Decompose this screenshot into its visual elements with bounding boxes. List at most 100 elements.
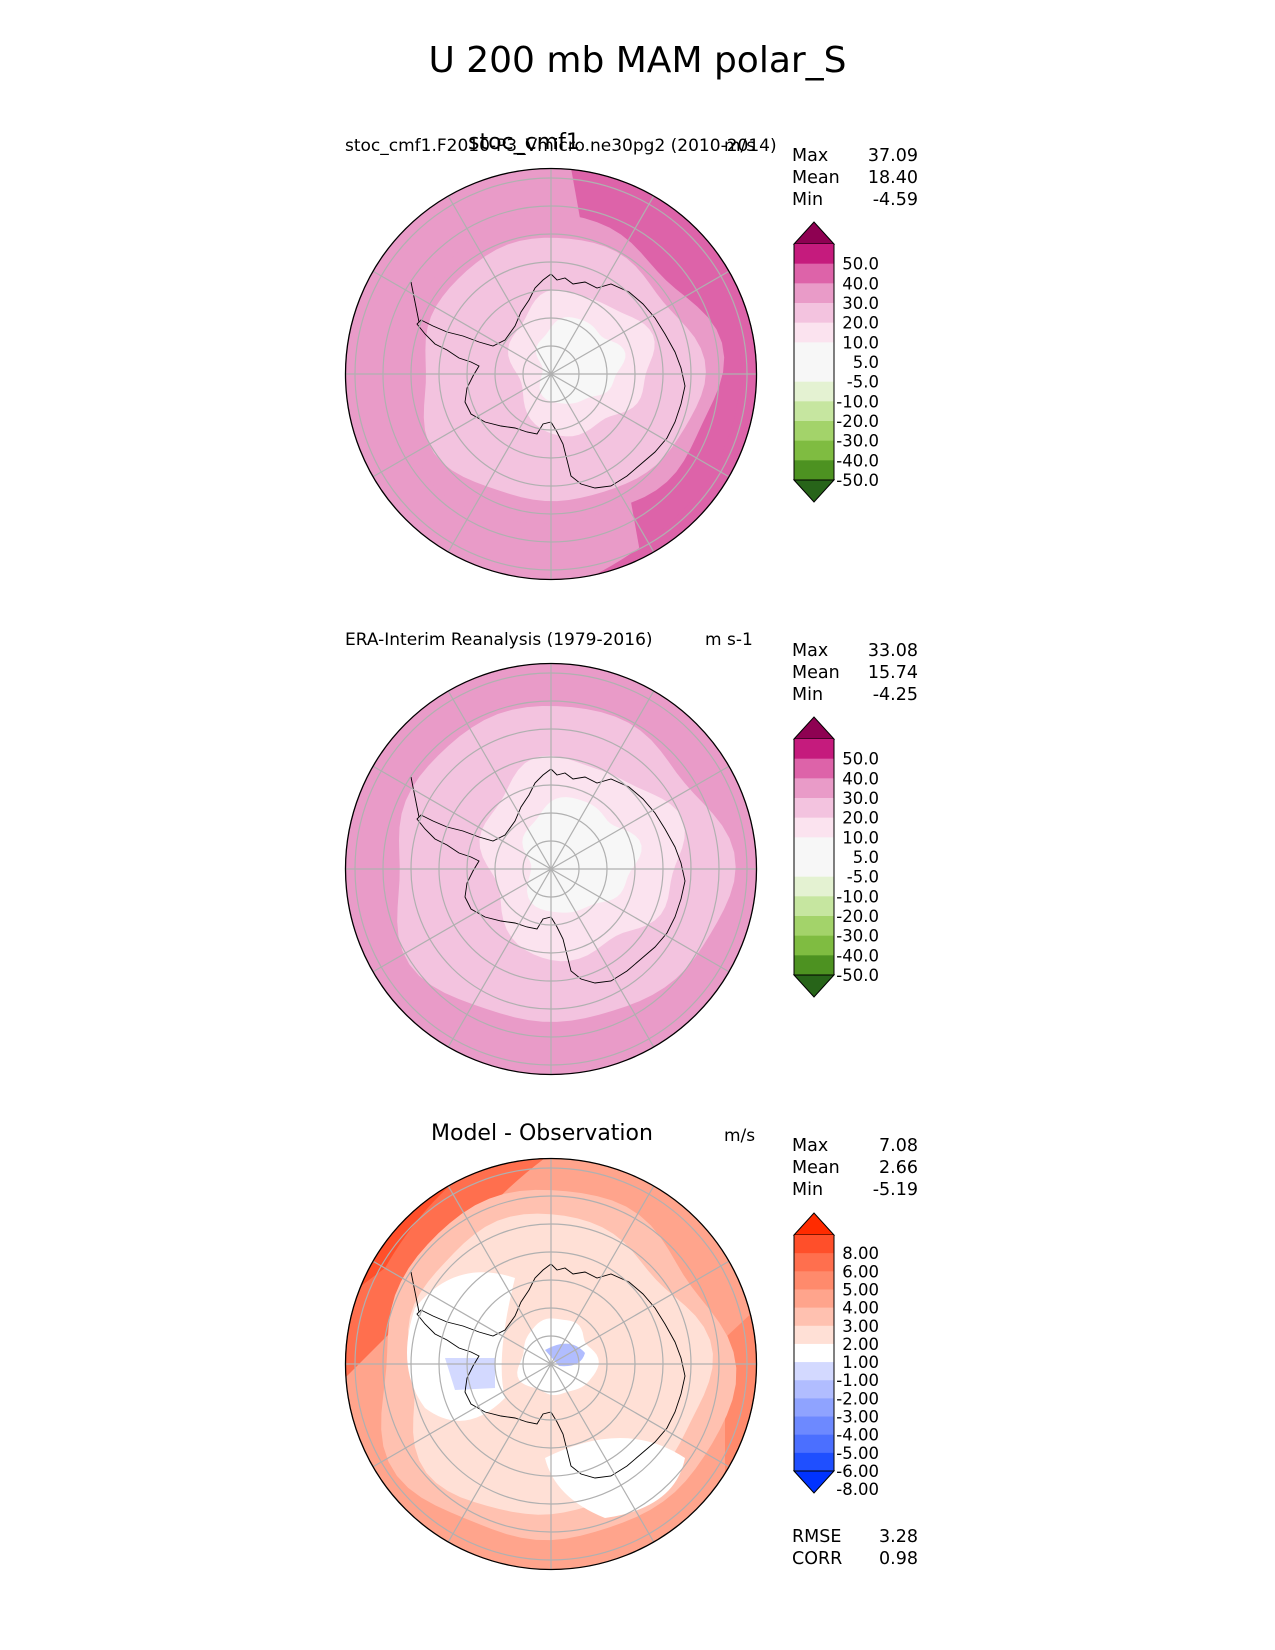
diff-neg-patch-west [445, 1358, 495, 1390]
panel-1-stat-mean: 18.40 [867, 168, 918, 188]
panel-3-stat-max: 7.08 [879, 1136, 918, 1156]
colorbar-frame [793, 244, 835, 480]
meridian-line-6 [372, 270, 730, 478]
colorbar-segment-8 [794, 381, 834, 402]
panel-2-polar-map [344, 662, 758, 1076]
colorbar-segment-9 [794, 401, 834, 422]
panel-2-stat-min: -4.25 [872, 685, 918, 705]
panel-3-stat-label-min: Min [792, 1180, 824, 1200]
panel-2-colorbar: 50.040.030.020.010.05.0-5.0-10.0-20.0-30… [792, 716, 879, 998]
panel-1-units: m/s [724, 136, 756, 156]
colorbar-segment-13 [794, 1452, 834, 1472]
colorbar-extend-bottom [792, 479, 836, 503]
colorbar-tick-label: -40.0 [836, 946, 879, 965]
figure-title: U 200 mb MAM polar_S [428, 40, 847, 81]
colorbar-segment-11 [794, 935, 834, 956]
colorbar-tick-label: 5.00 [842, 1280, 879, 1299]
panel-2-stat-mean: 15.74 [867, 663, 918, 683]
map-field [345, 1158, 757, 1570]
panel-1-stat-label-min: Min [792, 190, 824, 210]
peninsula-coastline [410, 281, 420, 323]
peninsula-coastline [410, 1271, 420, 1313]
panel-3-colorbar: 8.006.005.004.003.002.001.00-1.00-2.00-3… [792, 1212, 879, 1499]
colorbar-segment-4 [794, 303, 834, 324]
colorbar-segment-5 [794, 322, 834, 343]
colorbar-tick-label: 5.0 [853, 848, 879, 867]
meridian-line-6 [372, 765, 730, 973]
panel-2-left-label: ERA-Interim Reanalysis (1979-2016) [345, 630, 653, 650]
panel-3-stat-min: -5.19 [872, 1180, 918, 1200]
panel-3-corr-label: CORR [792, 1549, 843, 1569]
panel-3-rmse-value: 3.28 [879, 1527, 918, 1547]
band-neg5-5 [522, 797, 642, 913]
colorbar-segment-10 [794, 1398, 834, 1418]
panel-2-units: m s-1 [705, 630, 753, 650]
colorbar-tick-label: -5.0 [847, 868, 879, 887]
colorbar-tick-label: -50.0 [836, 471, 879, 490]
meridian-line-6 [372, 1260, 730, 1468]
panel-3-stat-label-max: Max [792, 1136, 829, 1156]
colorbar-segment-4 [794, 1289, 834, 1309]
panel-3-rmse-label: RMSE [792, 1527, 842, 1547]
colorbar-tick-label: -3.00 [836, 1408, 879, 1427]
colorbar-tick-label: -6.00 [836, 1462, 879, 1481]
colorbar-tick-label: 5.0 [853, 353, 879, 372]
map-boundary [344, 1157, 758, 1571]
colorbar-tick-label: 30.0 [842, 789, 879, 808]
colorbar-segment-5 [794, 817, 834, 838]
colorbar-segment-4 [794, 798, 834, 819]
map-boundary [344, 167, 758, 581]
colorbar-segment-6 [794, 837, 834, 858]
colorbar-extend-top [792, 221, 836, 245]
panel-3-stat-label-mean: Mean [792, 1158, 840, 1178]
colorbar-extend-bottom [792, 974, 836, 998]
colorbar-tick-label: -30.0 [836, 927, 879, 946]
panel-3-corr-value: 0.98 [879, 1549, 918, 1569]
colorbar-tick-label: 40.0 [842, 769, 879, 788]
panel-1-stat-label-max: Max [792, 146, 829, 166]
map-field [345, 663, 757, 1075]
colorbar-tick-label: -40.0 [836, 451, 879, 470]
map-field [345, 168, 757, 580]
colorbar-segment-7 [794, 362, 834, 383]
panel-1-stat-max: 37.09 [867, 146, 918, 166]
colorbar-tick-label: 10.0 [842, 333, 879, 352]
panel-1-polar-map [344, 167, 758, 581]
colorbar-tick-label: -5.0 [847, 373, 879, 392]
panel-2-stat-label-min: Min [792, 685, 824, 705]
colorbar-frame [793, 739, 835, 975]
colorbar-segment-12 [794, 460, 834, 481]
colorbar-tick-label: 40.0 [842, 274, 879, 293]
colorbar-segment-2 [794, 1253, 834, 1272]
colorbar-tick-label: -4.00 [836, 1426, 879, 1445]
colorbar-segment-3 [794, 283, 834, 304]
colorbar-extend-top [792, 1212, 836, 1236]
colorbar-segment-1 [794, 244, 834, 265]
colorbar-segment-9 [794, 1380, 834, 1399]
colorbar-segment-11 [794, 1416, 834, 1436]
panel-3-title: Model - Observation [431, 1121, 653, 1146]
colorbar-segment-8 [794, 876, 834, 897]
colorbar-segment-7 [794, 1343, 834, 1363]
colorbar-segment-6 [794, 342, 834, 363]
colorbar-tick-label: 30.0 [842, 294, 879, 313]
colorbar-tick-label: -10.0 [836, 392, 879, 411]
panel-1-left-label: stoc_cmf1.F2010-P3_Vmicro.ne30pg2 (2010-… [345, 136, 777, 156]
colorbar-tick-label: 50.0 [842, 750, 879, 769]
colorbar-tick-label: -30.0 [836, 432, 879, 451]
colorbar-segment-1 [794, 1235, 834, 1254]
colorbar-segment-1 [794, 739, 834, 760]
panel-1-title: stoc_cmf1 [468, 130, 580, 155]
panel-3-stat-mean: 2.66 [879, 1158, 918, 1178]
colorbar-segment-3 [794, 778, 834, 799]
panel-1-stat-label-mean: Mean [792, 168, 840, 188]
colorbar-segment-2 [794, 263, 834, 284]
colorbar-segment-10 [794, 916, 834, 937]
colorbar-segment-11 [794, 440, 834, 461]
diff-near-zero-south [545, 1438, 685, 1518]
colorbar-segment-3 [794, 1271, 834, 1290]
colorbar-tick-label: 8.00 [842, 1244, 879, 1263]
colorbar-tick-label: 6.00 [842, 1262, 879, 1281]
colorbar-tick-label: -20.0 [836, 412, 879, 431]
colorbar-tick-label: 1.00 [842, 1353, 879, 1372]
